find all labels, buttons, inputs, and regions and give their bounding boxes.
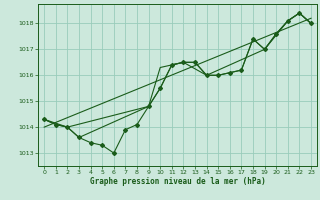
X-axis label: Graphe pression niveau de la mer (hPa): Graphe pression niveau de la mer (hPa)	[90, 177, 266, 186]
